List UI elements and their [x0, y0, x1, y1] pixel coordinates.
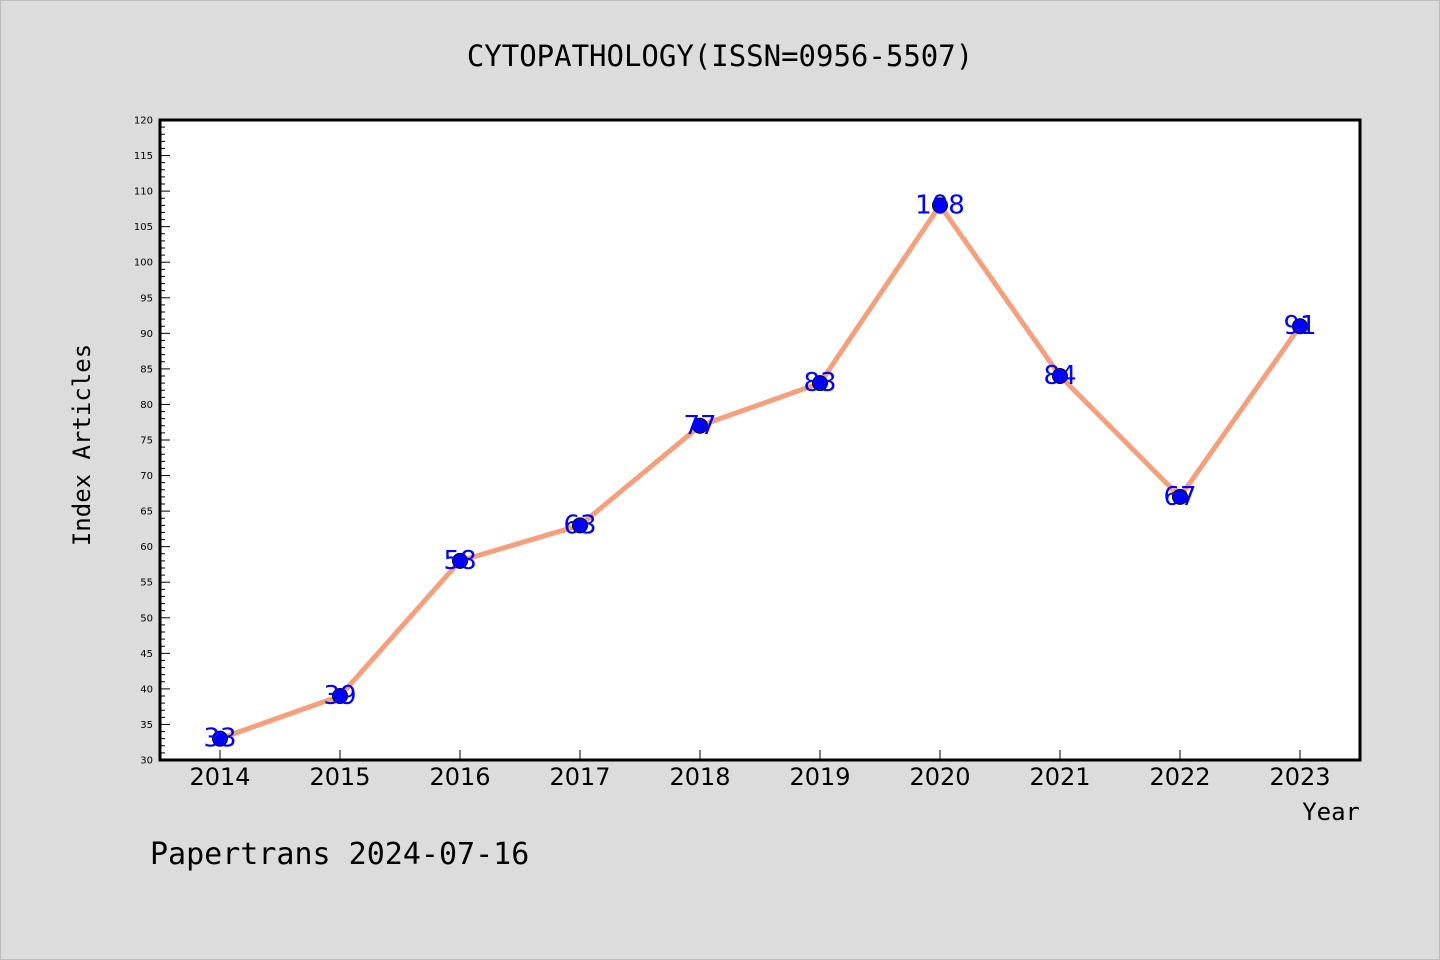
- y-tick-label: 110: [134, 187, 153, 198]
- data-label: 58: [443, 546, 476, 576]
- y-tick-label: 55: [140, 578, 153, 589]
- y-tick-label: 105: [134, 222, 153, 233]
- plot-area: [160, 120, 1360, 760]
- x-tick-label: 2019: [789, 763, 850, 791]
- y-tick-label: 30: [140, 756, 153, 767]
- data-point-marker: [1052, 368, 1068, 384]
- data-label: 77: [683, 411, 716, 441]
- x-tick-label: 2018: [669, 763, 730, 791]
- data-label: 84: [1043, 361, 1076, 391]
- x-tick-label: 2021: [1029, 763, 1090, 791]
- y-tick-label: 90: [140, 329, 153, 340]
- footer-credit: Papertrans 2024-07-16: [150, 837, 529, 872]
- y-axis-title: Index Articles: [68, 344, 96, 546]
- y-tick-label: 115: [134, 151, 153, 162]
- x-tick-label: 2015: [309, 763, 370, 791]
- plot-frame: [158, 118, 1362, 762]
- x-axis-title: Year: [1302, 798, 1360, 826]
- series-lines: [217, 202, 1303, 742]
- data-label: 108: [915, 190, 965, 220]
- y-tick-label: 35: [140, 720, 153, 731]
- data-labels: 33 39 58 63 77 83 108 84 67 91: [203, 190, 1316, 753]
- y-tick-label: 100: [134, 258, 153, 269]
- data-point-marker: [1172, 488, 1188, 505]
- y-tick-label: 65: [140, 507, 153, 518]
- data-label: 67: [1163, 482, 1196, 512]
- data-point-marker: [452, 552, 468, 569]
- data-label: 33: [203, 724, 236, 754]
- data-point-marker: [572, 517, 588, 534]
- y-tick-label: 50: [140, 613, 153, 624]
- y-tick-label: 120: [134, 116, 153, 127]
- data-label: 39: [323, 681, 356, 711]
- x-tick-label: 2014: [189, 763, 250, 791]
- x-tick-label: 2016: [429, 763, 490, 791]
- y-tick-label: 60: [140, 542, 153, 553]
- x-axis-ticks: [219, 750, 1301, 760]
- x-tick-label: 2020: [909, 763, 970, 791]
- data-label: 91: [1283, 311, 1316, 341]
- data-point-marker: [212, 730, 228, 747]
- y-tick-label: 95: [140, 293, 153, 304]
- data-point-marker: [692, 417, 708, 434]
- data-point-marker: [932, 197, 948, 214]
- y-tick-label: 85: [140, 364, 153, 375]
- data-label: 83: [803, 368, 836, 398]
- x-tick-label: 2022: [1149, 763, 1210, 791]
- y-axis-tick-labels: 30 35 40 45 50 55 60 65 70 75 80 85 90 95 100 105 110 115…: [134, 116, 153, 767]
- data-point-marker: [812, 375, 828, 392]
- data-point-marker: [1292, 318, 1308, 335]
- y-tick-label: 40: [140, 684, 153, 695]
- x-axis-tick-labels: 2014 2015 2016 2017 2018 2019 2020 2021 2022 2023: [189, 763, 1330, 791]
- data-point-marker: [332, 688, 348, 704]
- x-tick-label: 2017: [549, 763, 610, 791]
- x-tick-label: 2023: [1269, 763, 1330, 791]
- series-line: [217, 202, 1303, 742]
- data-markers: [212, 197, 1308, 747]
- y-tick-label: 75: [140, 436, 153, 447]
- y-tick-label: 70: [140, 471, 153, 482]
- chart-title: CYTOPATHOLOGY(ISSN=0956-5507): [467, 39, 973, 73]
- data-label: 63: [563, 510, 596, 540]
- y-tick-label: 45: [140, 649, 153, 660]
- y-tick-label: 80: [140, 400, 153, 411]
